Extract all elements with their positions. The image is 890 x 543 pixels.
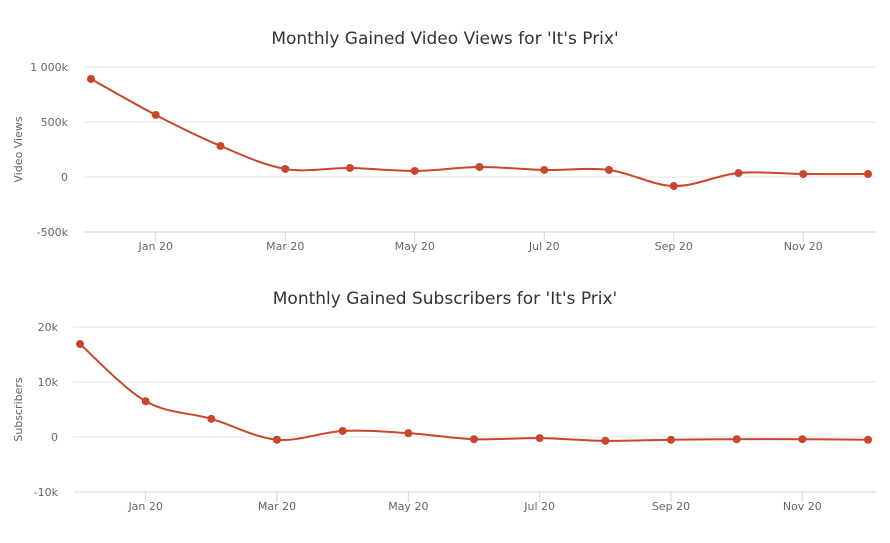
- data-point: [669, 182, 678, 191]
- data-point: [540, 165, 549, 174]
- data-point: [605, 165, 613, 174]
- data-point: [76, 340, 84, 349]
- series-line: [79, 343, 869, 442]
- data-point: [535, 434, 544, 443]
- x-tick-label: Nov 20: [783, 500, 822, 513]
- y-tick-label: 500k: [41, 116, 69, 129]
- x-tick-label: Nov 20: [784, 240, 823, 253]
- x-tick-label: Mar 20: [266, 240, 304, 253]
- y-tick-label: 20k: [38, 321, 59, 334]
- chart-title: Monthly Gained Subscribers for 'It's Pri…: [273, 289, 617, 309]
- chart-1: Monthly Gained Video Views for 'It's Pri…: [12, 29, 876, 253]
- x-tick-label: Jan 20: [127, 500, 162, 513]
- x-tick-label: Jul 20: [523, 500, 555, 513]
- data-point: [87, 74, 95, 83]
- data-point: [864, 435, 872, 444]
- x-tick-label: May 20: [388, 500, 428, 513]
- y-tick-label: 10k: [38, 376, 59, 389]
- y-tick-label: -500k: [37, 226, 69, 239]
- y-tick-label: 0: [61, 171, 68, 184]
- data-point: [734, 169, 743, 178]
- chart-title: Monthly Gained Video Views for 'It's Pri…: [271, 29, 618, 49]
- data-point: [141, 397, 150, 406]
- data-point: [732, 435, 741, 444]
- y-axis-label: Subscribers: [12, 377, 25, 442]
- data-point: [799, 170, 808, 179]
- y-tick-label: 0: [51, 431, 58, 444]
- data-point: [207, 414, 216, 423]
- x-tick-label: Jan 20: [138, 240, 173, 253]
- data-point: [346, 163, 354, 172]
- y-axis-label: Video Views: [12, 116, 25, 182]
- data-point: [273, 435, 281, 444]
- data-point: [216, 141, 225, 150]
- data-point: [404, 429, 413, 438]
- data-point: [410, 166, 419, 175]
- data-point: [798, 435, 807, 444]
- x-tick-label: Jul 20: [528, 240, 560, 253]
- data-point: [151, 110, 160, 119]
- y-tick-label: -10k: [34, 486, 59, 499]
- data-point: [281, 164, 290, 173]
- x-tick-label: May 20: [395, 240, 435, 253]
- data-point: [667, 435, 675, 444]
- x-tick-label: Mar 20: [258, 500, 296, 513]
- x-tick-label: Sep 20: [652, 500, 690, 513]
- data-point: [338, 426, 347, 435]
- x-tick-label: Sep 20: [655, 240, 693, 253]
- data-point: [470, 435, 478, 444]
- chart-2: Monthly Gained Subscribers for 'It's Pri…: [12, 289, 876, 513]
- data-point: [601, 436, 610, 445]
- data-point: [475, 162, 484, 171]
- data-point: [864, 170, 872, 179]
- y-tick-label: 1 000k: [30, 61, 68, 74]
